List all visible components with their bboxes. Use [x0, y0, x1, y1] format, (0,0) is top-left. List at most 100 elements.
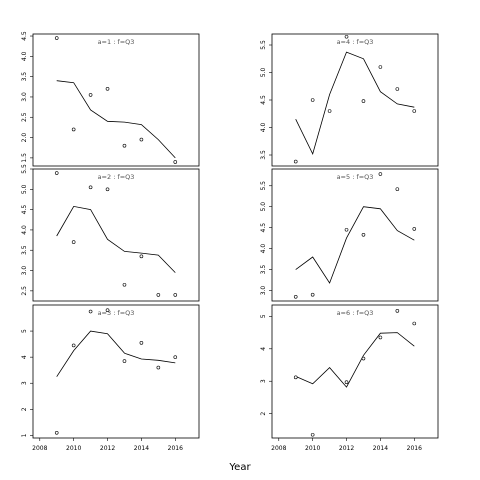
y-tick-label: 3.5 [260, 265, 267, 275]
y-tick-label: 4.5 [260, 95, 267, 105]
data-point [327, 109, 332, 113]
y-tick-label: 2.5 [21, 112, 28, 122]
data-point [173, 160, 178, 164]
data-point [122, 282, 127, 287]
data-point [412, 321, 417, 326]
data-point [395, 87, 400, 91]
data-point [139, 341, 144, 345]
y-tick-label: 3 [21, 381, 28, 385]
data-point [344, 380, 349, 385]
data-point [71, 240, 76, 244]
x-tick-label: 2010 [66, 445, 81, 452]
data-point [105, 187, 110, 192]
panel-title: a=5 : f=Q3 [337, 173, 374, 181]
y-tick-label: 4.5 [21, 31, 28, 41]
x-tick-label: 2012 [339, 445, 354, 452]
data-point [361, 356, 366, 361]
data-point [139, 137, 144, 142]
panel-grid: a=1 : f=Q3 1.5 2.0 2.5 3.0 3.5 4.0 4.5 a=4 : f=Q… [21, 31, 439, 452]
data-point [54, 36, 59, 40]
y-tick-label: 5.5 [260, 181, 267, 191]
data-point [71, 343, 76, 348]
panel-1: a=1 : f=Q3 1.5 2.0 2.5 3.0 3.5 4.0 4.5 [21, 31, 200, 167]
x-tick-label: 2008 [32, 445, 47, 452]
panel-title: a=3 : f=Q3 [98, 309, 135, 317]
x-tick-label: 2016 [407, 445, 422, 452]
y-tick-label: 5 [21, 329, 28, 333]
data-point [361, 232, 366, 237]
data-point [122, 359, 127, 363]
data-point [88, 185, 93, 190]
data-point [71, 127, 76, 132]
data-point [310, 432, 315, 437]
fit-line [56, 80, 176, 159]
data-point [310, 98, 315, 102]
data-point [105, 308, 110, 313]
y-tick-label: 3.5 [260, 150, 267, 160]
y-tick-label: 3.5 [21, 72, 28, 82]
fit-line [295, 332, 415, 388]
panel-title: a=4 : f=Q3 [337, 38, 374, 46]
panel-frame [271, 33, 439, 167]
y-tick-label: 2 [21, 407, 28, 411]
panel-frame [32, 304, 200, 439]
panel-6: a=6 : f=Q3 2 3 4 5 2008 2010 2012 2014 2016 [260, 304, 439, 452]
y-tick-label: 4.5 [260, 223, 267, 233]
y-tick-label: 2 [260, 412, 267, 416]
x-tick-label: 2008 [271, 445, 286, 452]
panel-title: a=1 : f=Q3 [98, 38, 135, 46]
y-tick-label: 3.0 [21, 266, 28, 276]
data-point [122, 143, 127, 148]
data-point [395, 309, 400, 313]
y-tick-label: 5.0 [260, 202, 267, 212]
x-tick-label: 2012 [100, 445, 115, 452]
y-tick-label: 2.0 [21, 133, 28, 143]
data-point [105, 87, 110, 91]
y-tick-label: 4.0 [21, 51, 28, 61]
y-tick-label: 1 [21, 433, 28, 437]
panel-frame [271, 304, 439, 439]
data-point [378, 65, 383, 69]
data-point [173, 355, 178, 359]
y-tick-label: 4.0 [260, 244, 267, 254]
fit-line [295, 206, 415, 284]
panel-4: a=5 : f=Q3 3.0 3.5 4.0 4.5 5.0 5.5 [260, 168, 439, 302]
y-tick-label: 3.0 [260, 286, 267, 296]
y-tick-label: 5.5 [260, 40, 267, 50]
data-point [54, 171, 59, 175]
data-point [395, 187, 400, 191]
data-point [156, 293, 161, 297]
y-tick-label: 5.0 [21, 184, 28, 194]
panel-frame [271, 168, 439, 302]
fit-line [56, 330, 176, 377]
data-point [293, 375, 298, 380]
data-point [293, 295, 298, 299]
panel-frame [32, 33, 200, 167]
panel-3: a=2 : f=Q3 2.5 3.0 3.5 4.0 4.5 5.0 5.5 [21, 164, 200, 302]
panel-title: a=2 : f=Q3 [98, 173, 135, 181]
x-tick-label: 2016 [168, 445, 183, 452]
data-point [378, 172, 383, 176]
x-tick-label: 2014 [373, 445, 388, 452]
y-tick-label: 4.0 [260, 123, 267, 133]
y-tick-label: 4 [260, 347, 267, 351]
x-tick-label: 2010 [305, 445, 320, 452]
y-tick-label: 3.0 [21, 92, 28, 102]
data-point [88, 309, 93, 314]
data-point [344, 34, 349, 39]
y-tick-label: 5.5 [21, 164, 28, 174]
y-tick-label: 4 [21, 355, 28, 359]
data-point [139, 254, 144, 259]
data-point [412, 109, 417, 113]
y-tick-label: 4.0 [21, 225, 28, 235]
data-point [412, 227, 417, 231]
x-axis-title: Year [228, 462, 251, 473]
data-point [156, 365, 161, 370]
y-tick-label: 4.5 [21, 205, 28, 215]
y-tick-label: 5.0 [260, 68, 267, 78]
y-tick-label: 5 [260, 314, 267, 318]
panel-frame [32, 168, 200, 302]
y-tick-label: 1.5 [21, 153, 28, 163]
data-point [293, 159, 298, 164]
